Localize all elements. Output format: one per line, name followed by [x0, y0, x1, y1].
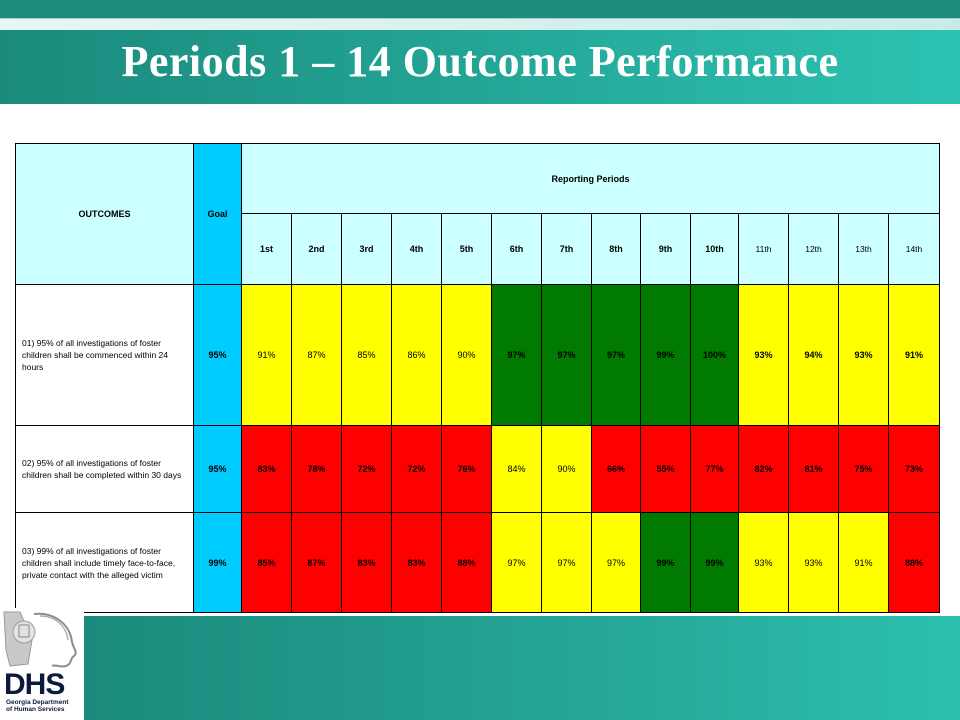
period-header-12: 12th: [788, 213, 839, 285]
period-value-1: 91%: [241, 284, 292, 426]
period-value-11: 82%: [738, 425, 789, 513]
period-value-13: 93%: [838, 284, 889, 426]
dhs-logo: [0, 608, 84, 720]
table-row: 02) 95% of all investigations of foster …: [15, 425, 940, 513]
table-row: 01) 95% of all investigations of foster …: [15, 284, 940, 426]
period-value-2: 87%: [291, 284, 342, 426]
outcome-description: 02) 95% of all investigations of foster …: [15, 425, 194, 513]
period-value-14: 88%: [888, 512, 940, 613]
period-header-6: 6th: [491, 213, 542, 285]
period-header-14: 14th: [888, 213, 940, 285]
dhs-name-line2: of Human Services: [6, 706, 65, 713]
period-value-5: 88%: [441, 512, 492, 613]
period-value-4: 72%: [391, 425, 442, 513]
goal-value: 95%: [193, 425, 242, 513]
period-header-2: 2nd: [291, 213, 342, 285]
period-value-1: 85%: [241, 512, 292, 613]
period-header-7: 7th: [541, 213, 592, 285]
period-value-6: 84%: [491, 425, 542, 513]
outcome-table: OUTCOMES Goal Reporting Periods 1st 2nd 3r…: [15, 143, 940, 613]
period-header-9: 9th: [640, 213, 691, 285]
period-header-13: 13th: [838, 213, 889, 285]
period-value-5: 90%: [441, 284, 492, 426]
period-value-13: 91%: [838, 512, 889, 613]
period-value-6: 97%: [491, 512, 542, 613]
period-header-3: 3rd: [341, 213, 392, 285]
period-value-8: 97%: [591, 284, 641, 426]
period-value-11: 93%: [738, 284, 789, 426]
slide-title: Periods 1 – 14 Outcome Performance: [121, 37, 839, 86]
goal-value: 99%: [193, 512, 242, 613]
period-header-8: 8th: [591, 213, 641, 285]
dhs-name: Georgia Department of Human Services: [6, 699, 84, 713]
dhs-abbr: DHS: [4, 668, 65, 701]
georgia-head-icon: [3, 611, 77, 668]
period-value-12: 93%: [788, 512, 839, 613]
period-value-8: 66%: [591, 425, 641, 513]
period-header-4: 4th: [391, 213, 442, 285]
period-value-14: 73%: [888, 425, 940, 513]
period-value-7: 97%: [541, 512, 592, 613]
period-value-5: 76%: [441, 425, 492, 513]
period-value-11: 93%: [738, 512, 789, 613]
period-value-3: 85%: [341, 284, 392, 426]
period-value-3: 72%: [341, 425, 392, 513]
period-header-11: 11th: [738, 213, 789, 285]
period-value-12: 94%: [788, 284, 839, 426]
outcome-description: 03) 99% of all investigations of foster …: [15, 512, 194, 613]
footer-band: [84, 616, 960, 720]
dhs-name-line1: Georgia Department: [6, 699, 69, 706]
period-value-4: 83%: [391, 512, 442, 613]
period-value-4: 86%: [391, 284, 442, 426]
period-value-13: 75%: [838, 425, 889, 513]
period-value-6: 97%: [491, 284, 542, 426]
goal-value: 95%: [193, 284, 242, 426]
period-header-10: 10th: [690, 213, 739, 285]
period-value-10: 100%: [690, 284, 739, 426]
period-value-2: 78%: [291, 425, 342, 513]
period-value-1: 83%: [241, 425, 292, 513]
period-value-9: 99%: [640, 284, 691, 426]
top-accent-line: [0, 18, 960, 31]
period-value-7: 97%: [541, 284, 592, 426]
period-value-7: 90%: [541, 425, 592, 513]
title-band: [0, 30, 960, 104]
top-strip: [0, 0, 960, 18]
period-value-9: 55%: [640, 425, 691, 513]
period-value-14: 91%: [888, 284, 940, 426]
period-value-9: 99%: [640, 512, 691, 613]
period-value-10: 77%: [690, 425, 739, 513]
period-value-10: 99%: [690, 512, 739, 613]
period-value-2: 87%: [291, 512, 342, 613]
reporting-periods-header: Reporting Periods: [241, 143, 940, 214]
goal-header: Goal: [193, 143, 242, 285]
table-row: 03) 99% of all investigations of foster …: [15, 512, 940, 613]
outcome-table-wrapper: OUTCOMES Goal Reporting Periods 1st 2nd 3r…: [15, 143, 940, 613]
period-header-row: 1st 2nd 3rd 4th 5th 6th 7th 8th 9th 10th 11th 12th 1…: [16, 213, 940, 285]
period-value-12: 81%: [788, 425, 839, 513]
period-header-5: 5th: [441, 213, 492, 285]
outcome-description: 01) 95% of all investigations of foster …: [15, 284, 194, 426]
outcomes-header: OUTCOMES: [15, 143, 194, 285]
period-value-8: 97%: [591, 512, 641, 613]
period-header-1: 1st: [241, 213, 292, 285]
period-value-3: 83%: [341, 512, 392, 613]
